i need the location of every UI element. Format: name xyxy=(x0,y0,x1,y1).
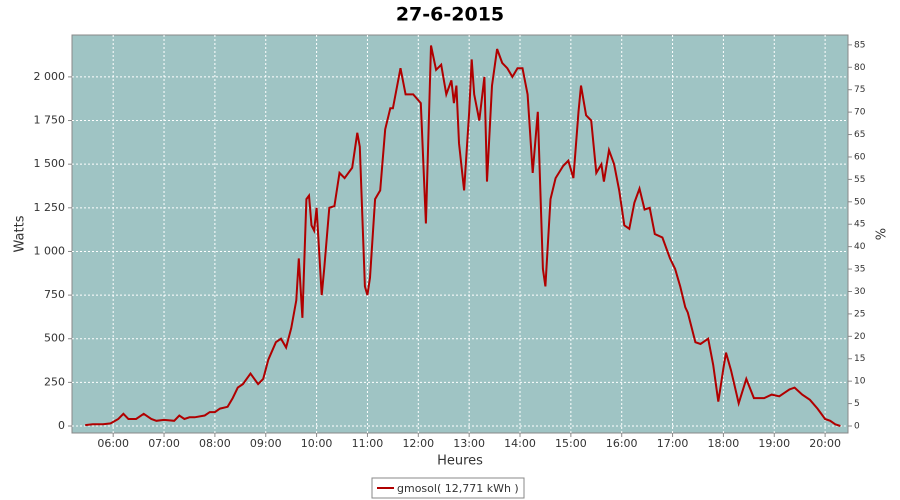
y-tick-label: 1 000 xyxy=(34,244,66,257)
y2-tick-label: 55 xyxy=(854,175,865,185)
y2-tick-label: 15 xyxy=(854,354,865,364)
y2-tick-label: 50 xyxy=(854,197,866,207)
x-axis-title: Heures xyxy=(437,454,483,469)
x-tick-label: 11:00 xyxy=(352,437,384,450)
x-tick-label: 10:00 xyxy=(301,437,333,450)
plot-area xyxy=(71,34,849,434)
y-tick-label: 2 000 xyxy=(34,70,66,83)
y2-tick-label: 85 xyxy=(854,40,865,50)
y2-tick-label: 70 xyxy=(854,108,866,118)
legend xyxy=(371,477,525,499)
x-tick-label: 16:00 xyxy=(606,437,638,450)
y2-tick-label: 40 xyxy=(854,242,866,252)
y2-axis-title: % xyxy=(875,228,890,240)
x-tick-label: 20:00 xyxy=(809,437,841,450)
y2-tick-label: 45 xyxy=(854,220,865,230)
x-tick-label: 07:00 xyxy=(148,437,180,450)
x-tick-label: 08:00 xyxy=(199,437,231,450)
y-tick-label: 500 xyxy=(44,332,65,345)
y2-tick-label: 65 xyxy=(854,130,865,140)
series-line xyxy=(85,45,841,427)
y2-tick-label: 80 xyxy=(854,63,866,73)
x-tick-label: 14:00 xyxy=(504,437,536,450)
x-tick-label: 15:00 xyxy=(555,437,587,450)
y2-tick-label: 30 xyxy=(854,287,866,297)
x-tick-label: 12:00 xyxy=(402,437,434,450)
y-tick-label: 1 750 xyxy=(34,114,66,127)
y-tick-label: 250 xyxy=(44,375,65,388)
x-tick-label: 09:00 xyxy=(250,437,282,450)
y2-tick-label: 35 xyxy=(854,265,865,275)
legend-label: gmosol( 12,771 kWh ) xyxy=(397,482,519,495)
y-axis-title: Watts xyxy=(13,215,28,252)
y2-tick-label: 75 xyxy=(854,85,865,95)
y2-tick-label: 10 xyxy=(854,377,866,387)
y2-tick-label: 0 xyxy=(854,422,860,432)
y-tick-label: 1 500 xyxy=(34,157,66,170)
x-tick-label: 06:00 xyxy=(97,437,129,450)
x-tick-label: 18:00 xyxy=(708,437,740,450)
y2-tick-label: 60 xyxy=(854,152,866,162)
x-tick-label: 17:00 xyxy=(657,437,689,450)
y2-tick-label: 25 xyxy=(854,309,865,319)
y-tick-label: 1 250 xyxy=(34,201,66,214)
x-tick-label: 19:00 xyxy=(758,437,790,450)
y-tick-label: 0 xyxy=(58,419,65,432)
x-tick-label: 13:00 xyxy=(453,437,485,450)
y2-tick-label: 20 xyxy=(854,332,866,342)
y2-tick-label: 5 xyxy=(854,399,860,409)
chart-title: 27-6-2015 xyxy=(396,4,504,26)
y-tick-label: 750 xyxy=(44,288,65,301)
